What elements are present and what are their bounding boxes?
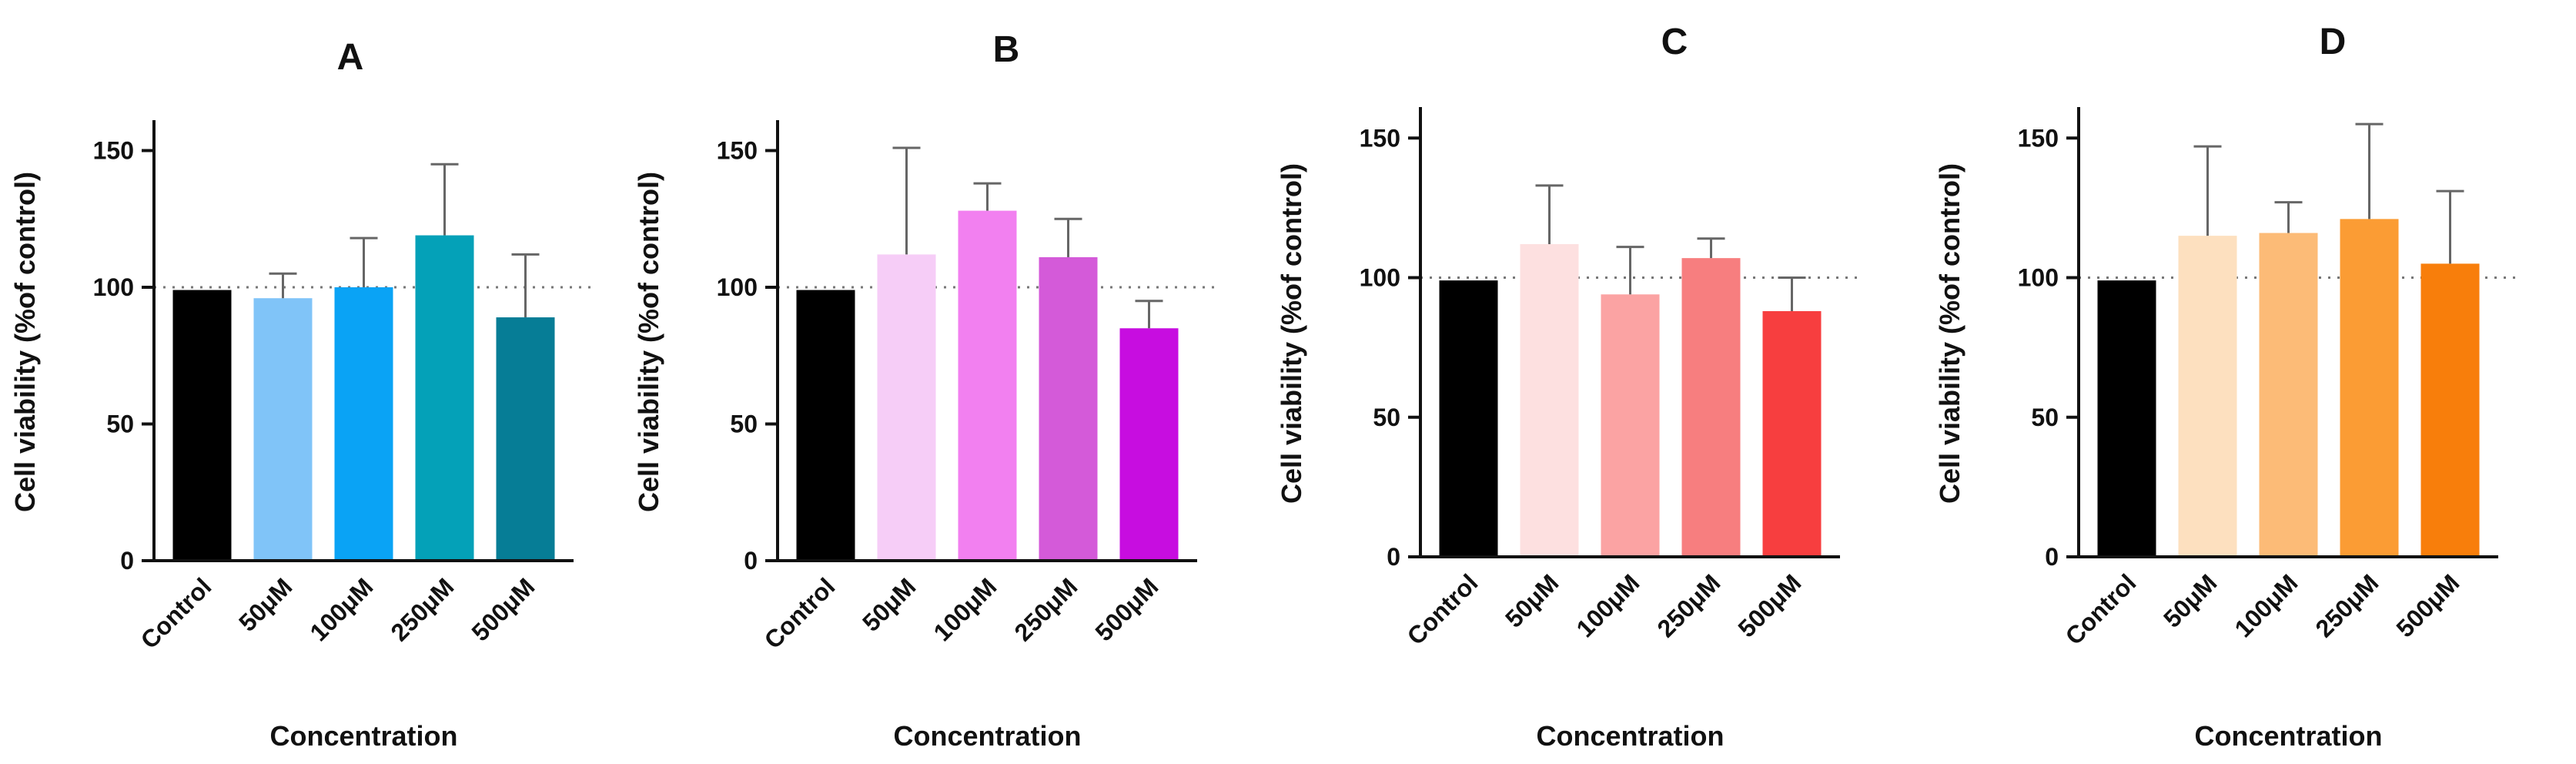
y-tick-label: 150 — [2018, 124, 2059, 152]
panel-title: C — [1661, 22, 1688, 62]
y-axis-label: Cell viability (%of control) — [1934, 163, 1965, 504]
category-label: 250μM — [386, 572, 460, 646]
bar-2 — [1520, 244, 1579, 557]
bar-4 — [2340, 219, 2399, 557]
y-tick-label: 0 — [1387, 543, 1400, 571]
y-tick-label: 150 — [1360, 124, 1400, 152]
y-tick-label: 100 — [93, 273, 134, 301]
chart-panel-a: A Control 50μM 100μM 250μM 500μM 0 50 100 150 Cell… — [9, 37, 597, 752]
bar-1 — [172, 290, 232, 561]
bar-2 — [877, 254, 936, 561]
bar-5 — [2420, 263, 2480, 557]
category-label: Control — [759, 572, 841, 654]
bar-5 — [1762, 311, 1822, 557]
category-label: 50μM — [233, 572, 297, 636]
y-tick-label: 50 — [1373, 404, 1400, 431]
bar-1 — [1439, 280, 1498, 557]
y-tick-label: 0 — [2045, 543, 2059, 571]
y-tick-label: 50 — [106, 410, 134, 438]
category-label: 50μM — [1500, 568, 1564, 632]
bar-1 — [796, 290, 855, 561]
category-label: 500μM — [467, 572, 540, 646]
y-tick-label: 0 — [120, 547, 134, 575]
bar-4 — [415, 235, 474, 561]
y-axis-label: Cell viability (%of control) — [9, 172, 41, 512]
category-label: 100μM — [305, 572, 379, 646]
category-label: Control — [2060, 568, 2142, 650]
category-label: 100μM — [2230, 568, 2303, 642]
x-axis-label: Concentration — [1536, 720, 1724, 752]
y-tick-label: 100 — [1360, 264, 1400, 292]
y-axis-label: Cell viability (%of control) — [1276, 163, 1307, 504]
y-tick-label: 0 — [744, 547, 758, 575]
bar-4 — [1681, 258, 1741, 557]
category-label: 500μM — [1090, 572, 1164, 646]
category-label: 100μM — [928, 572, 1002, 646]
category-label: 250μM — [1009, 572, 1083, 646]
x-axis-label: Concentration — [893, 720, 1081, 752]
chart-panel-b: B Control 50μM 100μM 250μM 500μM 0 50 100 150 Cell… — [633, 29, 1220, 752]
category-label: 250μM — [2310, 568, 2384, 642]
bar-3 — [958, 210, 1017, 561]
panel-title: B — [993, 29, 1020, 70]
y-tick-label: 50 — [730, 410, 758, 438]
bar-2 — [253, 298, 313, 561]
category-label: 250μM — [1652, 568, 1726, 642]
y-tick-label: 50 — [2031, 404, 2059, 431]
bar-3 — [1601, 294, 1660, 557]
panel-title: A — [337, 37, 364, 78]
y-tick-label: 150 — [93, 137, 134, 165]
y-tick-label: 100 — [717, 273, 758, 301]
bar-1 — [2097, 280, 2156, 557]
bar-5 — [1119, 328, 1179, 561]
y-tick-label: 100 — [2018, 264, 2059, 292]
chart-panel-d: D Control 50μM 100μM 250μM 500μM 0 50 100 150 Cell… — [1934, 22, 2521, 752]
bar-5 — [496, 317, 555, 561]
category-label: Control — [135, 572, 217, 654]
category-label: 50μM — [2158, 568, 2222, 632]
category-label: 500μM — [2391, 568, 2465, 642]
bar-2 — [2178, 236, 2237, 557]
category-label: 100μM — [1571, 568, 1645, 642]
x-axis-label: Concentration — [269, 720, 457, 752]
category-label: 50μM — [857, 572, 921, 636]
bar-3 — [334, 287, 393, 561]
y-tick-label: 150 — [717, 137, 758, 165]
bar-4 — [1039, 256, 1098, 561]
category-label: Control — [1402, 568, 1484, 650]
chart-panel-c: C Control 50μM 100μM 250μM 500μM 0 50 100 150 Cell… — [1276, 22, 1863, 752]
panel-title: D — [2320, 22, 2347, 62]
y-axis-label: Cell viability (%of control) — [633, 172, 664, 512]
category-label: 500μM — [1733, 568, 1807, 642]
bar-3 — [2259, 233, 2318, 557]
x-axis-label: Concentration — [2194, 720, 2382, 752]
